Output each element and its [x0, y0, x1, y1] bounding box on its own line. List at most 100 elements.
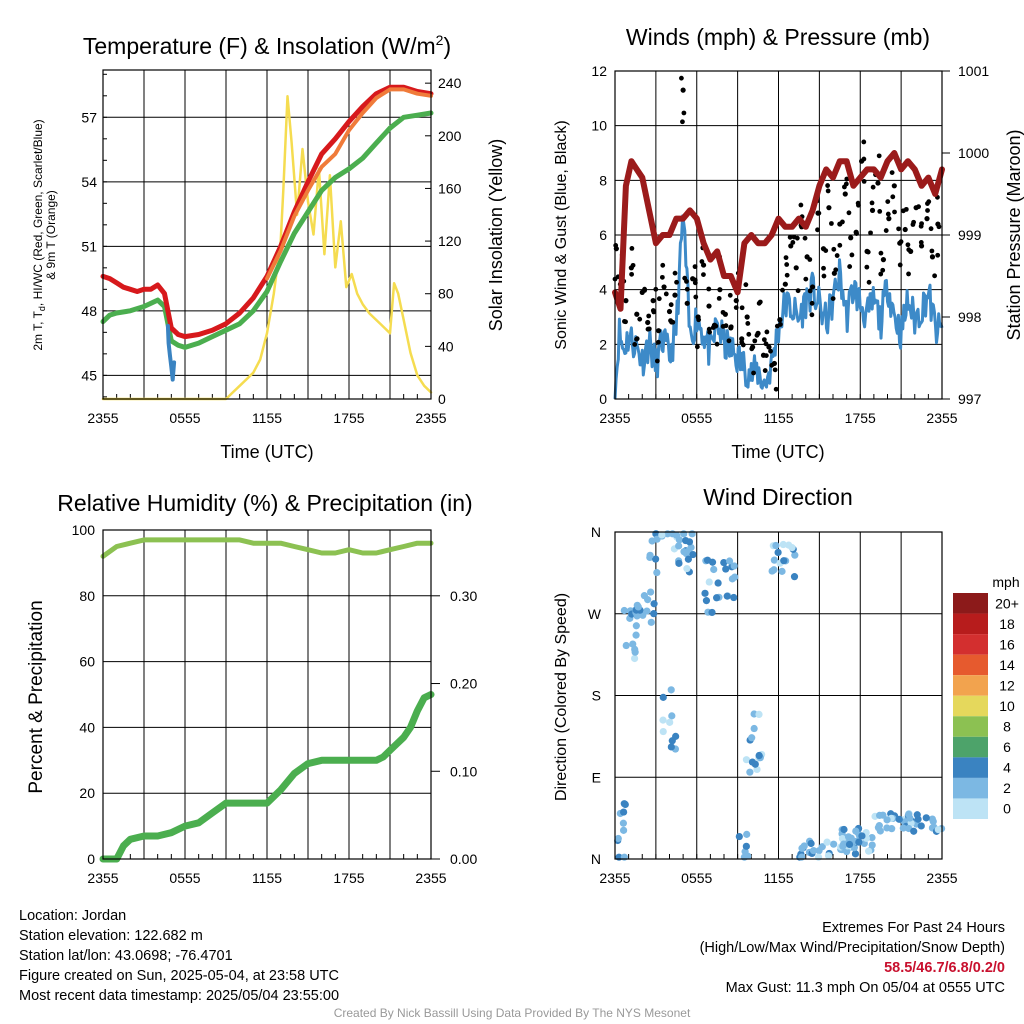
- gust-point: [751, 370, 756, 376]
- gust-point: [680, 119, 685, 125]
- colorbar-label: 4: [1003, 760, 1011, 776]
- direction-point: [770, 556, 778, 564]
- gust-point: [727, 292, 733, 298]
- gust-point: [848, 235, 854, 241]
- gust-point: [919, 221, 924, 227]
- gust-point: [763, 341, 769, 347]
- gust-point: [897, 262, 903, 268]
- gust-point: [892, 209, 897, 215]
- colorbar-title: mph: [992, 574, 1019, 590]
- direction-point: [917, 822, 925, 830]
- direction-point: [710, 565, 718, 574]
- gust-point: [744, 314, 750, 320]
- direction-point: [646, 551, 654, 559]
- direction-point: [772, 541, 780, 550]
- gust-point: [680, 87, 686, 93]
- gust-point: [911, 219, 917, 225]
- gust-point: [756, 300, 762, 306]
- direction-point: [620, 808, 628, 816]
- gust-point: [825, 183, 831, 188]
- winds-ytick-label: 2: [599, 336, 607, 352]
- gust-point: [823, 248, 829, 254]
- direction-point: [730, 562, 738, 570]
- humidity-ytick-label: 80: [79, 588, 95, 604]
- gust-point: [886, 216, 892, 222]
- humidity-series-line: [100, 537, 434, 559]
- direction-point: [680, 530, 688, 538]
- winds-xtick-label: 1755: [845, 410, 876, 426]
- direction-point: [922, 814, 930, 822]
- gust-point: [890, 194, 896, 200]
- gust-point: [661, 284, 667, 290]
- winds-ylabel: Sonic Wind & Gust (Blue, Black): [553, 120, 570, 349]
- gust-point: [761, 337, 767, 343]
- pressure-ytick-label: 1000: [958, 145, 989, 161]
- direction-point: [750, 724, 758, 733]
- colorbar-label: 8: [1003, 719, 1011, 735]
- gust-point: [654, 358, 660, 364]
- gust-point: [629, 245, 635, 251]
- gust-point: [728, 324, 734, 330]
- gust-point: [821, 265, 826, 271]
- insolation-ytick-label: 120: [438, 233, 462, 249]
- gust-point: [831, 246, 837, 252]
- temperature-xtick-label: 2355: [87, 410, 118, 426]
- winds-ytick-label: 12: [591, 63, 607, 79]
- direction-point: [631, 648, 639, 656]
- gust-point: [659, 274, 665, 280]
- direction-point: [646, 588, 655, 596]
- gust-point: [720, 309, 726, 315]
- gust-point: [916, 204, 921, 210]
- direction-point: [780, 557, 788, 565]
- temperature-ytick-label: 57: [81, 109, 97, 125]
- gust-point: [878, 271, 884, 277]
- wind-direction-xtick-label: 1755: [845, 870, 876, 886]
- colorbar-swatch: [953, 798, 988, 819]
- gust-point: [869, 207, 876, 213]
- gust-point: [885, 211, 891, 217]
- direction-point: [774, 548, 782, 557]
- direction-point: [668, 530, 677, 538]
- gust-point: [876, 153, 882, 159]
- gust-point: [670, 319, 676, 325]
- gust-point: [768, 348, 773, 354]
- precip-ytick-label: 0.10: [450, 763, 477, 779]
- direction-point: [720, 558, 728, 567]
- temperature-xtick-label: 1155: [252, 410, 282, 426]
- direction-point: [620, 853, 628, 861]
- gust-point: [825, 188, 831, 194]
- direction-point: [666, 718, 674, 726]
- gust-point: [784, 272, 790, 278]
- temperature-xtick-label: 1755: [333, 410, 364, 426]
- gust-point: [861, 139, 867, 145]
- gust-point: [699, 259, 705, 264]
- wind-direction-xtick-label: 2355: [926, 870, 957, 886]
- gust-point: [821, 273, 827, 279]
- gust-point: [773, 386, 779, 392]
- direction-point: [653, 568, 661, 577]
- insolation-ytick-label: 40: [438, 338, 454, 354]
- temperature-series-line: [100, 84, 434, 340]
- gust-point: [694, 344, 700, 350]
- wind-direction-plot: 2355 0555 1155 1755 2355 N E S W N: [588, 524, 958, 886]
- direction-point: [743, 830, 751, 838]
- winds-xtick-label: 2355: [599, 410, 630, 426]
- gust-point: [865, 249, 871, 255]
- colorbar-swatch: [953, 695, 988, 717]
- winds-ytick-label: 10: [591, 118, 607, 134]
- gust-point: [684, 286, 690, 292]
- direction-point: [746, 768, 754, 776]
- wind-direction-ytick-label: N: [591, 851, 601, 867]
- humidity-ytick-label: 60: [79, 654, 95, 670]
- gust-point: [645, 319, 651, 326]
- direction-point: [839, 842, 847, 850]
- gust-point: [656, 328, 662, 334]
- gust-point: [623, 298, 629, 304]
- gust-point: [924, 216, 930, 222]
- direction-point: [798, 844, 806, 852]
- credit-line: Created By Nick Bassill Using Data Provi…: [333, 1006, 691, 1020]
- humidity-series-line: [99, 691, 435, 863]
- colorbar-swatch: [953, 777, 988, 799]
- direction-point: [845, 840, 854, 849]
- direction-point: [807, 839, 815, 848]
